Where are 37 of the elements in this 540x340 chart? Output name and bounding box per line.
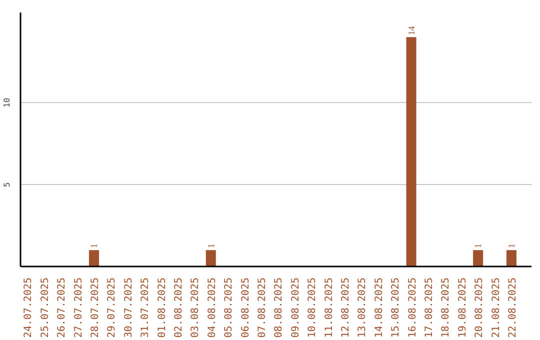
data-label: 1	[473, 244, 484, 248]
x-tick-label: 02.08.2025	[173, 277, 184, 338]
x-tick-label: 03.08.2025	[190, 277, 202, 338]
x-tick-label: 28.07.2025	[90, 277, 101, 338]
x-tick-label: 15.08.2025	[390, 277, 402, 338]
y-tick-label: 5	[2, 182, 12, 187]
data-label: 1	[88, 244, 99, 248]
x-tick-label: 01.08.2025	[156, 277, 168, 338]
x-tick-label: 04.08.2025	[206, 277, 218, 338]
x-tick-label: 29.07.2025	[106, 277, 118, 338]
x-tick-label: 30.07.2025	[123, 277, 134, 338]
x-tick-label: 10.08.2025	[307, 277, 318, 338]
x-tick-label: 25.07.2025	[40, 277, 51, 338]
x-tick-label: 06.08.2025	[240, 277, 252, 338]
x-tick-label: 16.08.2025	[407, 277, 418, 338]
x-tick-label: 09.08.2025	[290, 277, 302, 338]
x-tick-label: 20.08.2025	[474, 277, 486, 338]
x-tick-label: 21.08.2025	[490, 277, 502, 338]
x-tick-label: 31.07.2025	[140, 277, 152, 338]
x-tick-label: 12.08.2025	[340, 277, 352, 338]
x-tick-label: 22.08.2025	[507, 277, 518, 338]
x-tick-label: 27.07.2025	[73, 277, 84, 338]
x-tick-label: 07.08.2025	[256, 277, 268, 338]
x-tick-label: 19.08.2025	[457, 277, 468, 338]
x-tick-label: 13.08.2025	[357, 277, 368, 338]
x-tick-label: 26.07.2025	[56, 277, 68, 338]
y-tick-label: 10	[2, 98, 12, 108]
x-tick-label: 11.08.2025	[324, 277, 335, 338]
x-tick-label: 14.08.2025	[374, 277, 385, 338]
data-label: 14	[406, 26, 416, 36]
x-tick-label: 18.08.2025	[440, 277, 452, 338]
x-tick-label: 17.08.2025	[424, 277, 435, 338]
x-tick-label: 05.08.2025	[224, 277, 235, 338]
data-label: 1	[206, 244, 216, 248]
data-label: 1	[506, 244, 516, 248]
x-tick-label: 24.07.2025	[23, 277, 34, 338]
x-tick-label: 08.08.2025	[274, 277, 285, 338]
